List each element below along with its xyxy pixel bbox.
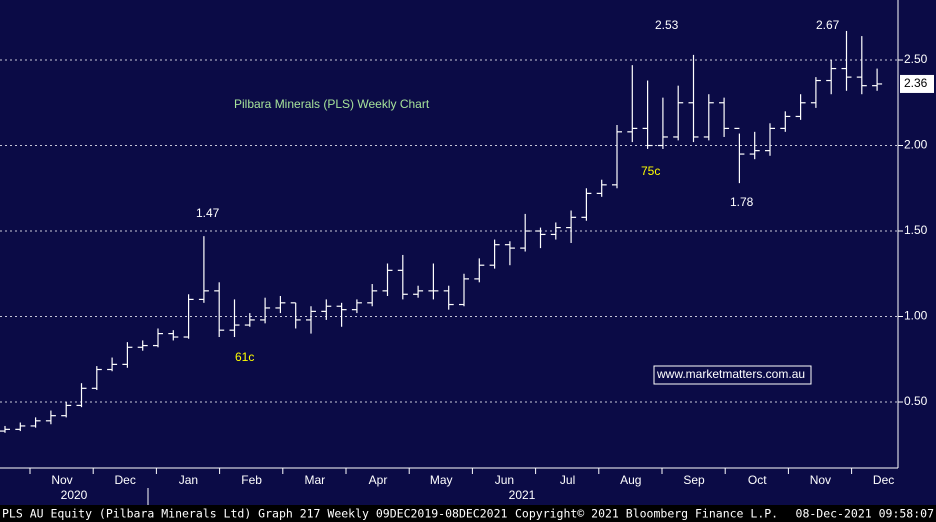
annotation: 61c — [235, 350, 254, 364]
y-tick-label: 2.00 — [904, 138, 928, 152]
annotation: 1.47 — [196, 206, 220, 220]
last-price-label: 2.36 — [904, 76, 928, 90]
x-tick-label: Nov — [51, 473, 72, 487]
year-label: 2020 — [61, 488, 88, 502]
x-tick-label: Dec — [873, 473, 894, 487]
chart-title: Pilbara Minerals (PLS) Weekly Chart — [234, 97, 430, 111]
year-label: 2021 — [509, 488, 536, 502]
x-tick-label: Oct — [748, 473, 767, 487]
x-tick-label: Aug — [620, 473, 641, 487]
last-price-box — [900, 74, 934, 93]
x-tick-label: May — [430, 473, 453, 487]
x-tick-label: Feb — [241, 473, 262, 487]
y-tick-label: 1.50 — [904, 223, 928, 237]
annotation: 1.78 — [730, 195, 754, 209]
x-tick-label: Jun — [495, 473, 514, 487]
annotation: 2.53 — [655, 18, 679, 32]
footer-bar — [0, 505, 936, 522]
y-tick-label: 0.50 — [904, 394, 928, 408]
annotation: 2.67 — [816, 18, 840, 32]
x-tick-label: Apr — [369, 473, 388, 487]
x-tick-label: Jan — [179, 473, 198, 487]
watermark: www.marketmatters.com.au — [656, 367, 805, 381]
footer-center: Copyright© 2021 Bloomberg Finance L.P. — [515, 507, 778, 521]
annotation: 75c — [641, 164, 660, 178]
footer-left: PLS AU Equity (Pilbara Minerals Ltd) Gra… — [2, 507, 507, 521]
x-tick-label: Nov — [810, 473, 831, 487]
y-tick-label: 2.50 — [904, 52, 928, 66]
footer-right: 08-Dec-2021 09:58:07 — [796, 507, 935, 521]
watermark-box — [653, 365, 812, 385]
x-tick-label: Sep — [683, 473, 705, 487]
background — [0, 0, 936, 505]
x-tick-label: Jul — [560, 473, 575, 487]
y-tick-label: 1.00 — [904, 309, 928, 323]
x-tick-label: Dec — [115, 473, 136, 487]
x-tick-label: Mar — [304, 473, 325, 487]
